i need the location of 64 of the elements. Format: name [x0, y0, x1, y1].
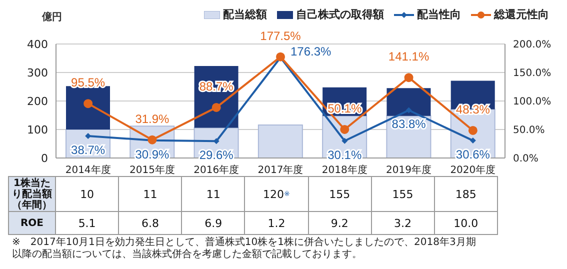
data-label: 31.9% — [135, 112, 170, 126]
data-label: 6.8 — [118, 211, 182, 235]
x-tick-label: 2015年度 — [129, 164, 175, 176]
legend-label: 自己株式の取得額 — [295, 8, 384, 22]
x-tick-label: 2016年度 — [194, 164, 240, 176]
y2-tick-label: 150.0% — [513, 68, 552, 80]
y2-tick-label: 200.0% — [513, 40, 552, 51]
x-tick-label: 2014年度 — [65, 164, 111, 176]
data-label: 155 — [308, 176, 372, 212]
data-label: 1.2 — [244, 211, 309, 235]
point — [404, 73, 414, 82]
data-label: 88.7% — [199, 79, 234, 94]
point — [276, 52, 285, 62]
data-label: 10.0 — [434, 211, 498, 235]
bar — [386, 88, 431, 116]
data-label: 29.6% — [199, 148, 234, 162]
y-tick-label: ROE — [8, 211, 56, 235]
y-tick-label: 300 — [27, 66, 48, 80]
data-label: 185 — [434, 176, 498, 212]
bar — [66, 86, 110, 130]
data-label: 11 — [118, 176, 182, 212]
text: ※ 2017年10月1日を効力発生日として、普通株式10株を1株に併合いたしましたので、2018年3月期以降の配当額については、当該株式併合を考慮した金額で記載しております。 — [11, 237, 477, 261]
legend-label: 総還元性向 — [492, 8, 549, 22]
data-label: 38.7% — [71, 142, 106, 157]
data-label: 30.1% — [328, 148, 362, 162]
x-tick-label: 2018年度 — [322, 164, 368, 176]
data-label: 155 — [370, 176, 435, 212]
y2-tick-label: 50.0% — [513, 125, 545, 136]
point — [468, 126, 478, 135]
point — [470, 138, 476, 144]
data-label: 83.8% — [392, 117, 426, 132]
legend-label: 配当総額 — [222, 8, 267, 22]
x-tick-label: 2017年度 — [258, 164, 304, 176]
data-label: 95.5% — [71, 76, 106, 90]
data-label: 5.1 — [55, 211, 120, 235]
y-tick-label: 0 — [41, 152, 48, 165]
point — [212, 102, 221, 112]
bar — [258, 124, 303, 158]
y2-tick-label: 0.0% — [513, 154, 538, 165]
data-label: 10 — [55, 176, 120, 212]
y-tick-label: 100 — [27, 123, 48, 136]
data-label: 11 — [181, 176, 246, 212]
data-label: 120$^{※}$ — [244, 176, 309, 212]
y-tick-label: 400 — [27, 38, 48, 51]
point — [84, 99, 93, 108]
data-label: 30.9% — [135, 147, 170, 162]
y-axis-title: 億円 — [42, 10, 62, 24]
data-label: 3.2 — [370, 211, 435, 235]
y2-tick-label: 100.0% — [513, 96, 552, 108]
data-label: 9.2 — [308, 211, 372, 235]
data-label: 177.5% — [260, 28, 302, 43]
x-tick-label: 2019年度 — [386, 164, 432, 176]
legend-label: 配当性向 — [416, 8, 461, 22]
data-label: 30.6% — [456, 148, 490, 162]
data-label: 176.3% — [290, 44, 332, 59]
y-tick-label: 1株当たり配当額（年間） — [8, 176, 56, 212]
data-label: 6.9 — [181, 211, 246, 235]
point — [340, 124, 350, 134]
data-label: 50.1% — [328, 101, 362, 116]
point — [406, 107, 412, 114]
y-tick-label: 200 — [27, 94, 48, 108]
point — [342, 138, 348, 144]
data-label: 141.1% — [388, 50, 430, 64]
x-tick-label: 2020年度 — [450, 164, 496, 176]
